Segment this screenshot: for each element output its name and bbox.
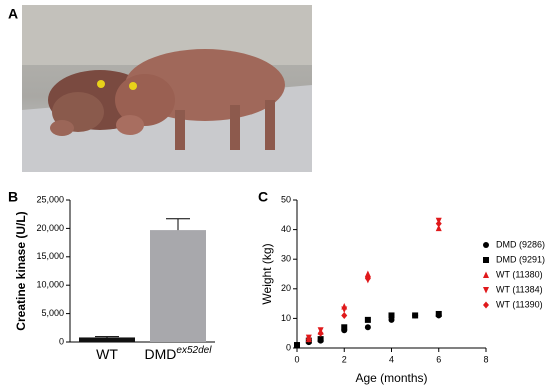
point bbox=[435, 220, 442, 228]
bar bbox=[150, 230, 206, 342]
y-axis-title: Creatine kinase (U/L) bbox=[14, 211, 28, 330]
panel-label: A bbox=[8, 6, 18, 22]
y-tick-label: 20,000 bbox=[36, 223, 64, 233]
y-tick-label: 15,000 bbox=[36, 251, 64, 261]
y-axis-title: Weight (kg) bbox=[260, 243, 274, 304]
x-tick-label: 0 bbox=[294, 354, 299, 364]
x-tick-label: 6 bbox=[436, 354, 441, 364]
x-tick-label: 8 bbox=[483, 354, 488, 364]
point bbox=[341, 311, 348, 319]
point bbox=[317, 336, 324, 343]
y-tick-label: 10,000 bbox=[36, 280, 64, 290]
point bbox=[364, 316, 371, 323]
point bbox=[364, 270, 371, 277]
legend-label: DMD (9286) bbox=[496, 239, 545, 249]
photo bbox=[22, 5, 312, 172]
bar bbox=[79, 337, 135, 342]
point bbox=[317, 329, 324, 337]
error-bar bbox=[95, 336, 119, 338]
x-tick-label: WT bbox=[96, 346, 118, 362]
point bbox=[364, 274, 371, 282]
y-tick-label: 0 bbox=[59, 336, 64, 346]
legend-label: WT (11390) bbox=[496, 299, 543, 309]
y-tick-label: 0 bbox=[286, 342, 291, 352]
y-tick-label: 30 bbox=[281, 254, 291, 264]
point bbox=[305, 335, 312, 343]
legend-marker bbox=[483, 242, 489, 248]
y-tick-label: 5,000 bbox=[41, 308, 64, 318]
legend-marker bbox=[483, 287, 489, 294]
legend-marker bbox=[483, 271, 489, 278]
point bbox=[364, 324, 371, 331]
point bbox=[341, 324, 348, 331]
x-tick-label: 4 bbox=[389, 354, 394, 364]
point bbox=[341, 306, 348, 314]
legend-marker bbox=[483, 257, 489, 263]
legend-marker bbox=[483, 301, 489, 309]
point bbox=[435, 224, 442, 232]
category-superscript: ex52del bbox=[176, 345, 212, 356]
y-tick-label: 50 bbox=[281, 194, 291, 204]
legend-label: WT (11380) bbox=[496, 269, 543, 279]
category-name: DMD bbox=[145, 346, 177, 362]
y-tick-label: 10 bbox=[281, 313, 291, 323]
x-axis-title: Age (months) bbox=[355, 371, 427, 385]
point bbox=[388, 312, 395, 319]
point bbox=[435, 310, 442, 317]
legend-label: WT (11384) bbox=[496, 284, 543, 294]
y-tick-label: 40 bbox=[281, 224, 291, 234]
panel-label: B bbox=[8, 189, 18, 205]
x-tick-label: DMDex52del bbox=[145, 345, 213, 362]
point bbox=[412, 312, 419, 319]
point bbox=[294, 342, 300, 349]
y-tick-label: 25,000 bbox=[36, 194, 64, 204]
panel-label: C bbox=[258, 189, 268, 205]
y-tick-label: 20 bbox=[281, 283, 291, 293]
error-bar bbox=[166, 218, 190, 231]
category-name: WT bbox=[96, 346, 118, 362]
legend-label: DMD (9291) bbox=[496, 254, 545, 264]
x-tick-label: 2 bbox=[342, 354, 347, 364]
